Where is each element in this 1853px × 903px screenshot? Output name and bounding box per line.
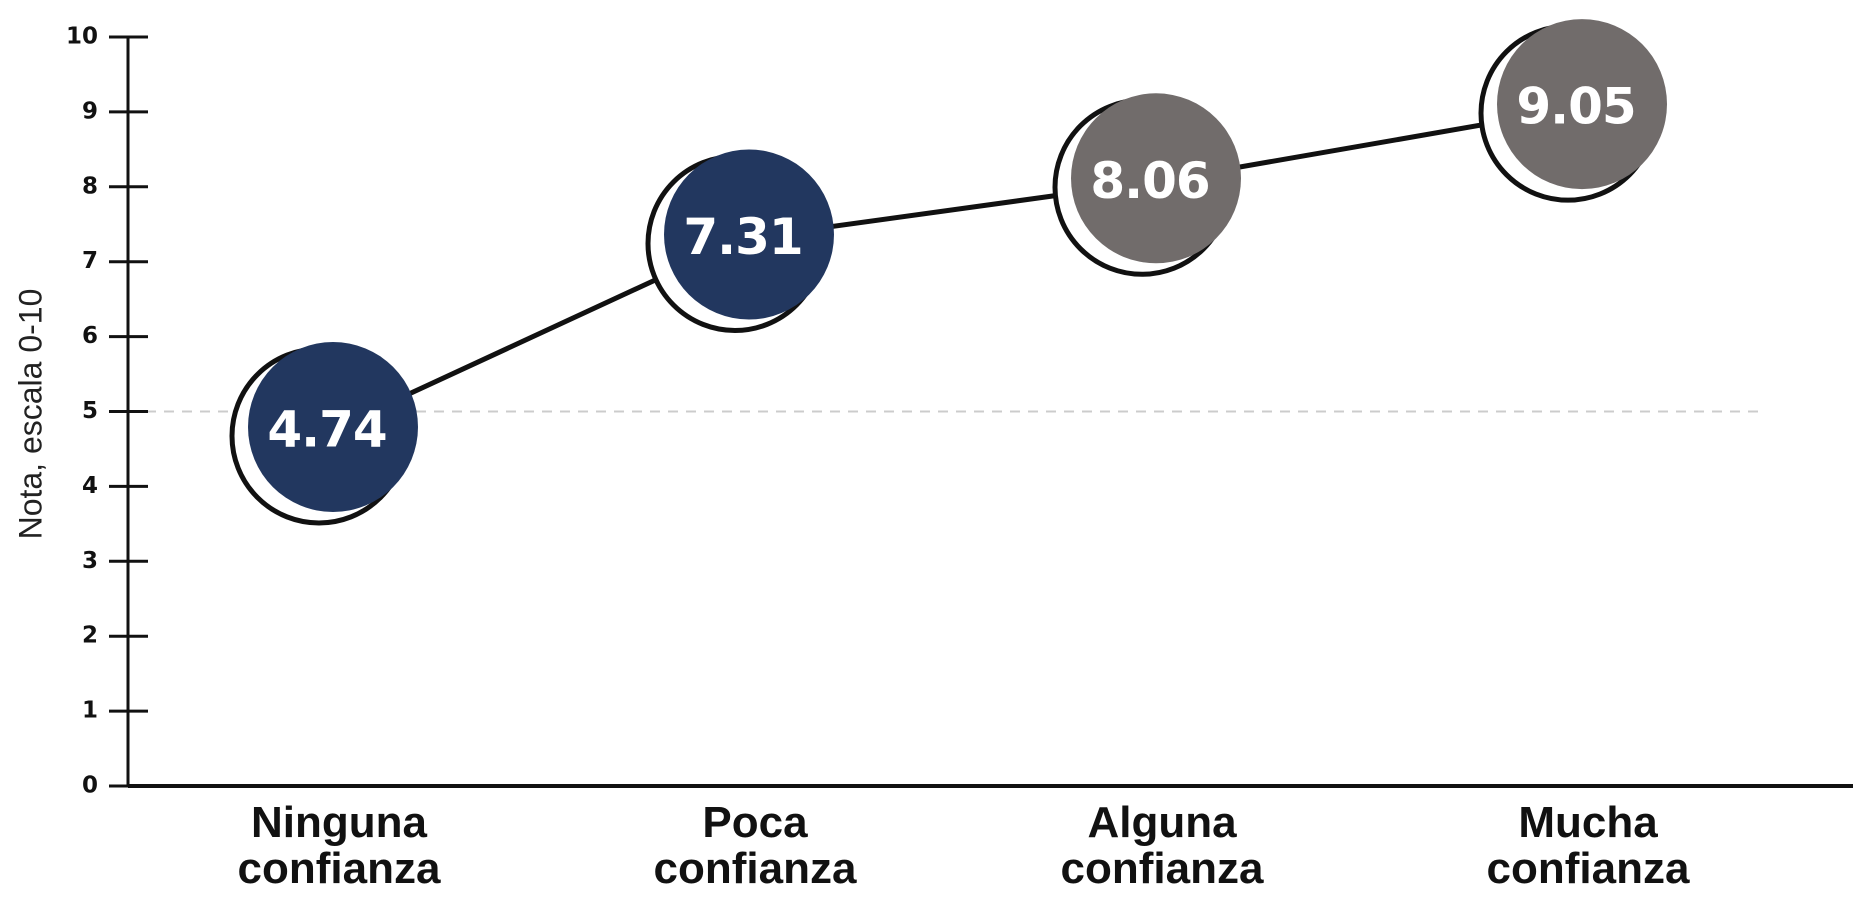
y-tick-label: 5 — [82, 398, 98, 424]
y-tick-label: 6 — [82, 323, 98, 349]
y-tick-label: 10 — [66, 24, 98, 50]
marker — [248, 341, 418, 512]
y-axis-label: Nota, escala 0-10 — [12, 289, 48, 540]
y-tick-label: 4 — [82, 473, 98, 499]
x-tick-label: Ninguna confianza — [237, 798, 441, 893]
marker — [1497, 19, 1667, 190]
x-tick-label: Mucha confianza — [1486, 798, 1690, 893]
y-tick-label: 2 — [82, 623, 98, 649]
marker — [664, 149, 834, 320]
y-tick-label: 1 — [82, 698, 98, 724]
y-tick-label: 0 — [82, 773, 98, 799]
value-label: 7.31 — [683, 208, 802, 266]
value-label: 4.74 — [267, 400, 386, 458]
y-tick-label: 9 — [82, 98, 98, 124]
value-label: 9.05 — [1516, 78, 1635, 136]
value-label: 8.06 — [1090, 152, 1209, 210]
data-line — [327, 105, 1579, 434]
y-tick-label: 3 — [82, 548, 98, 574]
marker — [1071, 93, 1241, 264]
y-tick-label: 7 — [82, 248, 98, 274]
x-tick-label: Poca confianza — [653, 798, 857, 893]
y-tick-label: 8 — [82, 173, 98, 199]
x-tick-label: Alguna confianza — [1060, 798, 1264, 893]
